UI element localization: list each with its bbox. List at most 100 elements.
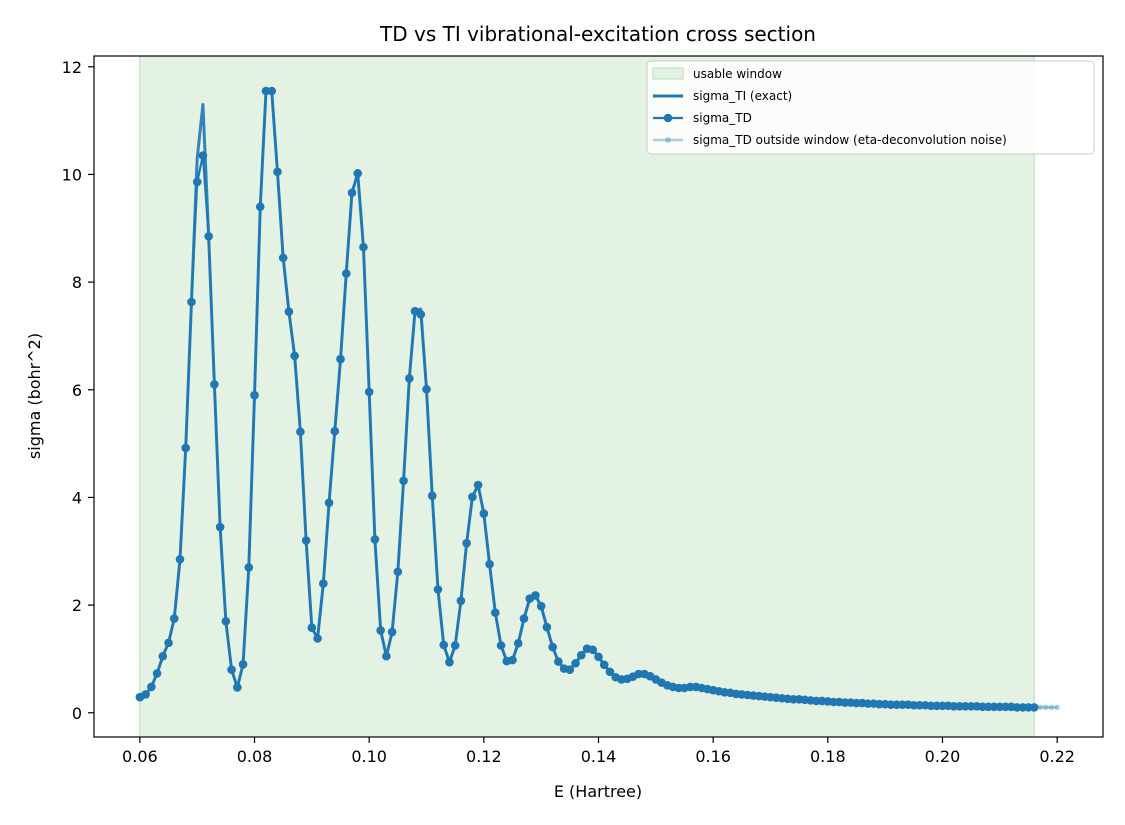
series-td-point <box>353 169 363 178</box>
x-tick-label: 0.16 <box>695 747 731 766</box>
series-td-point <box>359 242 368 252</box>
series-td-point <box>1029 703 1039 712</box>
x-tick-label: 0.14 <box>581 747 617 766</box>
series-td-point <box>531 591 540 600</box>
series-td-point <box>491 608 500 617</box>
series-td-point <box>422 384 431 394</box>
series-td-point <box>169 614 179 623</box>
series-td-point <box>204 232 213 241</box>
legend-swatch-td-marker <box>663 113 673 123</box>
series-td-point <box>456 596 466 606</box>
series-td-point <box>278 253 288 263</box>
series-td-point <box>519 614 529 623</box>
series-td-point <box>439 640 449 650</box>
series-td-point <box>181 443 191 453</box>
series-td-point <box>571 658 580 668</box>
series-td-point <box>599 660 609 670</box>
series-td-point <box>399 476 408 486</box>
series-td-point <box>542 622 552 632</box>
legend-label-ti: sigma_TI (exact) <box>693 89 792 103</box>
series-td-point <box>433 585 443 594</box>
series-td-point <box>255 202 265 212</box>
series-td-outside-point <box>1037 704 1043 711</box>
series-td-point <box>324 498 334 508</box>
y-axis-label: sigma (bohr^2) <box>25 333 44 459</box>
series-td-point <box>548 642 557 652</box>
series-td-point <box>347 188 357 198</box>
series-td-point <box>152 669 162 678</box>
legend-swatch-window <box>652 67 684 80</box>
series-td-outside-point <box>1054 704 1060 711</box>
series-td-point <box>210 380 219 389</box>
series-td-point <box>462 538 471 548</box>
x-tick-label: 0.12 <box>466 747 502 766</box>
series-td-point <box>175 555 185 564</box>
plot-area <box>135 55 1060 738</box>
y-tick-label: 12 <box>62 58 82 77</box>
series-td-point <box>273 167 282 177</box>
series-td-point <box>319 579 328 588</box>
series-td-point <box>382 651 391 661</box>
series-td-point <box>238 660 248 669</box>
y-tick-label: 10 <box>62 165 82 184</box>
series-td-point <box>473 480 483 490</box>
series-td-point <box>554 657 563 666</box>
series-td-point <box>445 657 454 667</box>
series-td-point <box>605 667 615 677</box>
legend-box <box>646 60 1095 155</box>
series-td-point <box>198 151 208 160</box>
series-td-point <box>594 652 603 662</box>
axes: 0.06 0.08 0.10 0.12 0.14 0.16 0.18 0.20 0.22 0 2 4 6… <box>62 55 1104 766</box>
chart-title: TD vs TI vibrational-excitation cross se… <box>379 22 816 46</box>
y-tick-label: 6 <box>72 381 82 400</box>
series-td-outside-point <box>1048 704 1055 711</box>
series-td-point <box>588 645 598 655</box>
series-td-point <box>284 307 294 317</box>
series-td-point <box>290 351 299 361</box>
series-td-point <box>393 567 403 577</box>
y-tick-label: 0 <box>72 704 82 723</box>
series-td-point <box>296 427 305 437</box>
series-td-point <box>364 387 374 397</box>
x-tick-label: 0.22 <box>1039 747 1075 766</box>
series-td-point <box>405 374 414 383</box>
series-td-point <box>330 426 340 436</box>
series-td-point <box>370 535 380 544</box>
series-td-point <box>479 509 489 518</box>
y-tick-label: 2 <box>72 596 82 615</box>
series-td-point <box>244 563 254 572</box>
x-tick-label: 0.18 <box>810 747 846 766</box>
x-tick-label: 0.06 <box>122 747 158 766</box>
series-td-point <box>536 601 546 611</box>
series-td-point <box>215 522 225 532</box>
series-td-point <box>187 297 196 307</box>
x-tick-label: 0.08 <box>237 747 273 766</box>
series-td-point <box>192 177 202 187</box>
series-td-point <box>565 665 575 675</box>
series-td-point <box>313 634 322 643</box>
x-tick-label: 0.20 <box>925 747 961 766</box>
series-td-point <box>250 390 259 400</box>
series-td-point <box>508 655 517 665</box>
series-td-point <box>496 641 506 650</box>
x-tick-label: 0.10 <box>351 747 387 766</box>
legend: usable window sigma_TI (exact) sigma_TDsig… <box>646 60 1095 155</box>
series-td-point <box>450 641 460 650</box>
legend-swatch-td-outside-marker <box>665 137 671 143</box>
series-td-point <box>233 683 242 692</box>
series-td-outside-point <box>1042 704 1049 711</box>
series-td-point <box>141 690 150 699</box>
series-td-point <box>387 627 397 637</box>
series-td-point <box>307 623 317 633</box>
y-tick-label: 4 <box>72 488 82 507</box>
legend-label-window: usable window <box>693 67 782 81</box>
usable-window-band <box>139 55 1035 738</box>
series-td-point <box>376 626 385 635</box>
series-td-point <box>147 682 156 692</box>
legend-label-td-outside: sigma_TD outside window (eta-deconvoluti… <box>693 133 1007 147</box>
series-td-point <box>577 650 586 660</box>
series-td-point <box>164 638 173 648</box>
series-td-point <box>485 559 494 569</box>
series-td-point <box>227 665 236 675</box>
